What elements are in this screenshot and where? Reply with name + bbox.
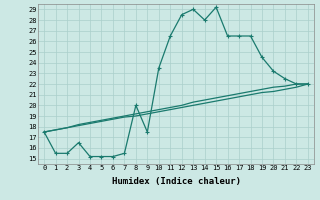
X-axis label: Humidex (Indice chaleur): Humidex (Indice chaleur) (111, 177, 241, 186)
